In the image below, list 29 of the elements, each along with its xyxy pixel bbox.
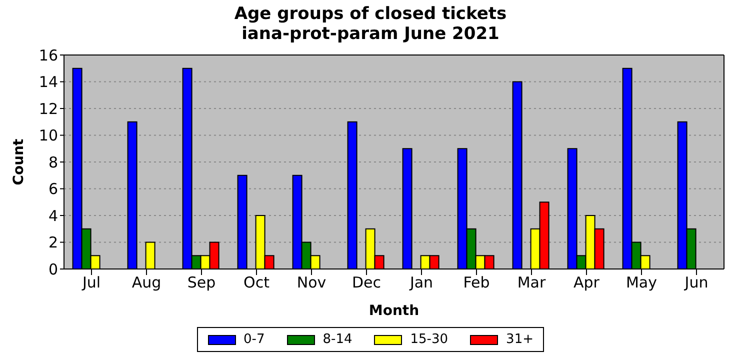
x-tick-label: Sep bbox=[187, 274, 216, 292]
chart-subtitle: iana-prot-param June 2021 bbox=[240, 24, 500, 44]
x-tick-label: Aug bbox=[132, 274, 162, 292]
x-tick-label: Nov bbox=[296, 274, 326, 292]
x-axis-title: Month bbox=[368, 303, 420, 319]
x-tick-label: Dec bbox=[352, 274, 382, 292]
x-tick-label: Mar bbox=[517, 274, 546, 292]
y-tick-label: 0 bbox=[48, 260, 58, 278]
y-tick-label: 2 bbox=[48, 234, 58, 252]
y-tick-label: 8 bbox=[48, 153, 58, 172]
x-tick-label: Jul bbox=[81, 274, 101, 292]
y-tick-label: 4 bbox=[48, 206, 58, 225]
y-tick-label: 10 bbox=[38, 126, 58, 145]
x-tick-label: Oct bbox=[244, 274, 270, 292]
x-tick-label: Feb bbox=[463, 274, 490, 292]
y-tick-label: 16 bbox=[38, 46, 58, 64]
y-tick-label: 6 bbox=[48, 180, 58, 198]
y-tick-label: 14 bbox=[38, 73, 58, 92]
legend-label: 8-14 bbox=[322, 332, 352, 347]
x-tick-label: May bbox=[626, 274, 658, 292]
x-tick-label: Jan bbox=[408, 274, 434, 292]
x-tick-label: Jun bbox=[684, 274, 708, 292]
legend-label: 15-30 bbox=[409, 332, 448, 347]
x-tick-label: Apr bbox=[574, 274, 600, 292]
legend-label: 0-7 bbox=[242, 332, 265, 347]
legend-label: 31+ bbox=[505, 332, 534, 347]
y-tick-label: 12 bbox=[38, 100, 58, 118]
y-axis-title: Count bbox=[10, 138, 27, 186]
chart-title: Age groups of closed tickets bbox=[233, 4, 508, 24]
